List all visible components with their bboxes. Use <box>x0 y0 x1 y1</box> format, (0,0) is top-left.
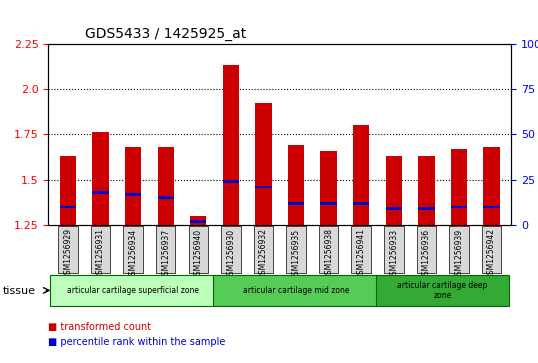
Text: GSM1256940: GSM1256940 <box>194 228 203 280</box>
Bar <box>223 180 239 183</box>
Bar <box>93 191 109 194</box>
Bar <box>418 156 435 225</box>
Bar <box>93 132 109 225</box>
Text: articular cartilage deep
zone: articular cartilage deep zone <box>398 281 488 300</box>
Bar <box>190 216 207 225</box>
Text: articular cartilage mid zone: articular cartilage mid zone <box>243 286 349 295</box>
Text: GSM1256937: GSM1256937 <box>161 228 170 280</box>
FancyBboxPatch shape <box>351 226 371 273</box>
Text: GSM1256933: GSM1256933 <box>390 228 398 280</box>
Text: GSM1256935: GSM1256935 <box>292 228 301 280</box>
Bar <box>125 193 141 196</box>
Bar <box>321 151 337 225</box>
Bar <box>353 125 370 225</box>
FancyBboxPatch shape <box>213 275 379 306</box>
Bar <box>158 147 174 225</box>
FancyBboxPatch shape <box>123 226 143 273</box>
Text: ■ percentile rank within the sample: ■ percentile rank within the sample <box>48 337 226 347</box>
Text: GSM1256932: GSM1256932 <box>259 228 268 280</box>
Text: ■ transformed count: ■ transformed count <box>48 322 152 333</box>
Bar <box>125 147 141 225</box>
Bar <box>256 103 272 225</box>
Bar <box>484 147 500 225</box>
Bar <box>451 149 467 225</box>
FancyBboxPatch shape <box>156 226 175 273</box>
Bar <box>158 196 174 199</box>
Text: GSM1256931: GSM1256931 <box>96 228 105 280</box>
FancyBboxPatch shape <box>254 226 273 273</box>
Bar <box>60 156 76 225</box>
Bar <box>418 207 435 210</box>
Bar <box>386 207 402 210</box>
Bar <box>321 202 337 205</box>
Text: GSM1256939: GSM1256939 <box>455 228 463 280</box>
Bar <box>353 202 370 205</box>
FancyBboxPatch shape <box>286 226 306 273</box>
FancyBboxPatch shape <box>416 226 436 273</box>
FancyBboxPatch shape <box>188 226 208 273</box>
Text: GSM1256941: GSM1256941 <box>357 228 366 280</box>
Text: GSM1256936: GSM1256936 <box>422 228 431 280</box>
FancyBboxPatch shape <box>50 275 216 306</box>
Bar <box>451 205 467 208</box>
FancyBboxPatch shape <box>482 226 501 273</box>
Text: GDS5433 / 1425925_at: GDS5433 / 1425925_at <box>86 27 247 41</box>
Bar <box>288 145 304 225</box>
FancyBboxPatch shape <box>449 226 469 273</box>
FancyBboxPatch shape <box>319 226 338 273</box>
Bar <box>288 202 304 205</box>
Bar <box>223 65 239 225</box>
Text: GSM1256942: GSM1256942 <box>487 228 496 280</box>
Bar <box>386 156 402 225</box>
Text: GSM1256930: GSM1256930 <box>226 228 236 280</box>
Text: GSM1256938: GSM1256938 <box>324 228 333 280</box>
Text: GSM1256934: GSM1256934 <box>129 228 138 280</box>
FancyBboxPatch shape <box>58 226 78 273</box>
Bar <box>190 220 207 223</box>
Bar <box>256 185 272 188</box>
Text: articular cartilage superficial zone: articular cartilage superficial zone <box>67 286 199 295</box>
FancyBboxPatch shape <box>91 226 110 273</box>
FancyBboxPatch shape <box>376 275 509 306</box>
FancyBboxPatch shape <box>384 226 404 273</box>
FancyBboxPatch shape <box>221 226 240 273</box>
Bar <box>484 205 500 208</box>
Text: GSM1256929: GSM1256929 <box>63 228 73 280</box>
Bar <box>60 205 76 208</box>
Text: tissue: tissue <box>3 286 36 296</box>
